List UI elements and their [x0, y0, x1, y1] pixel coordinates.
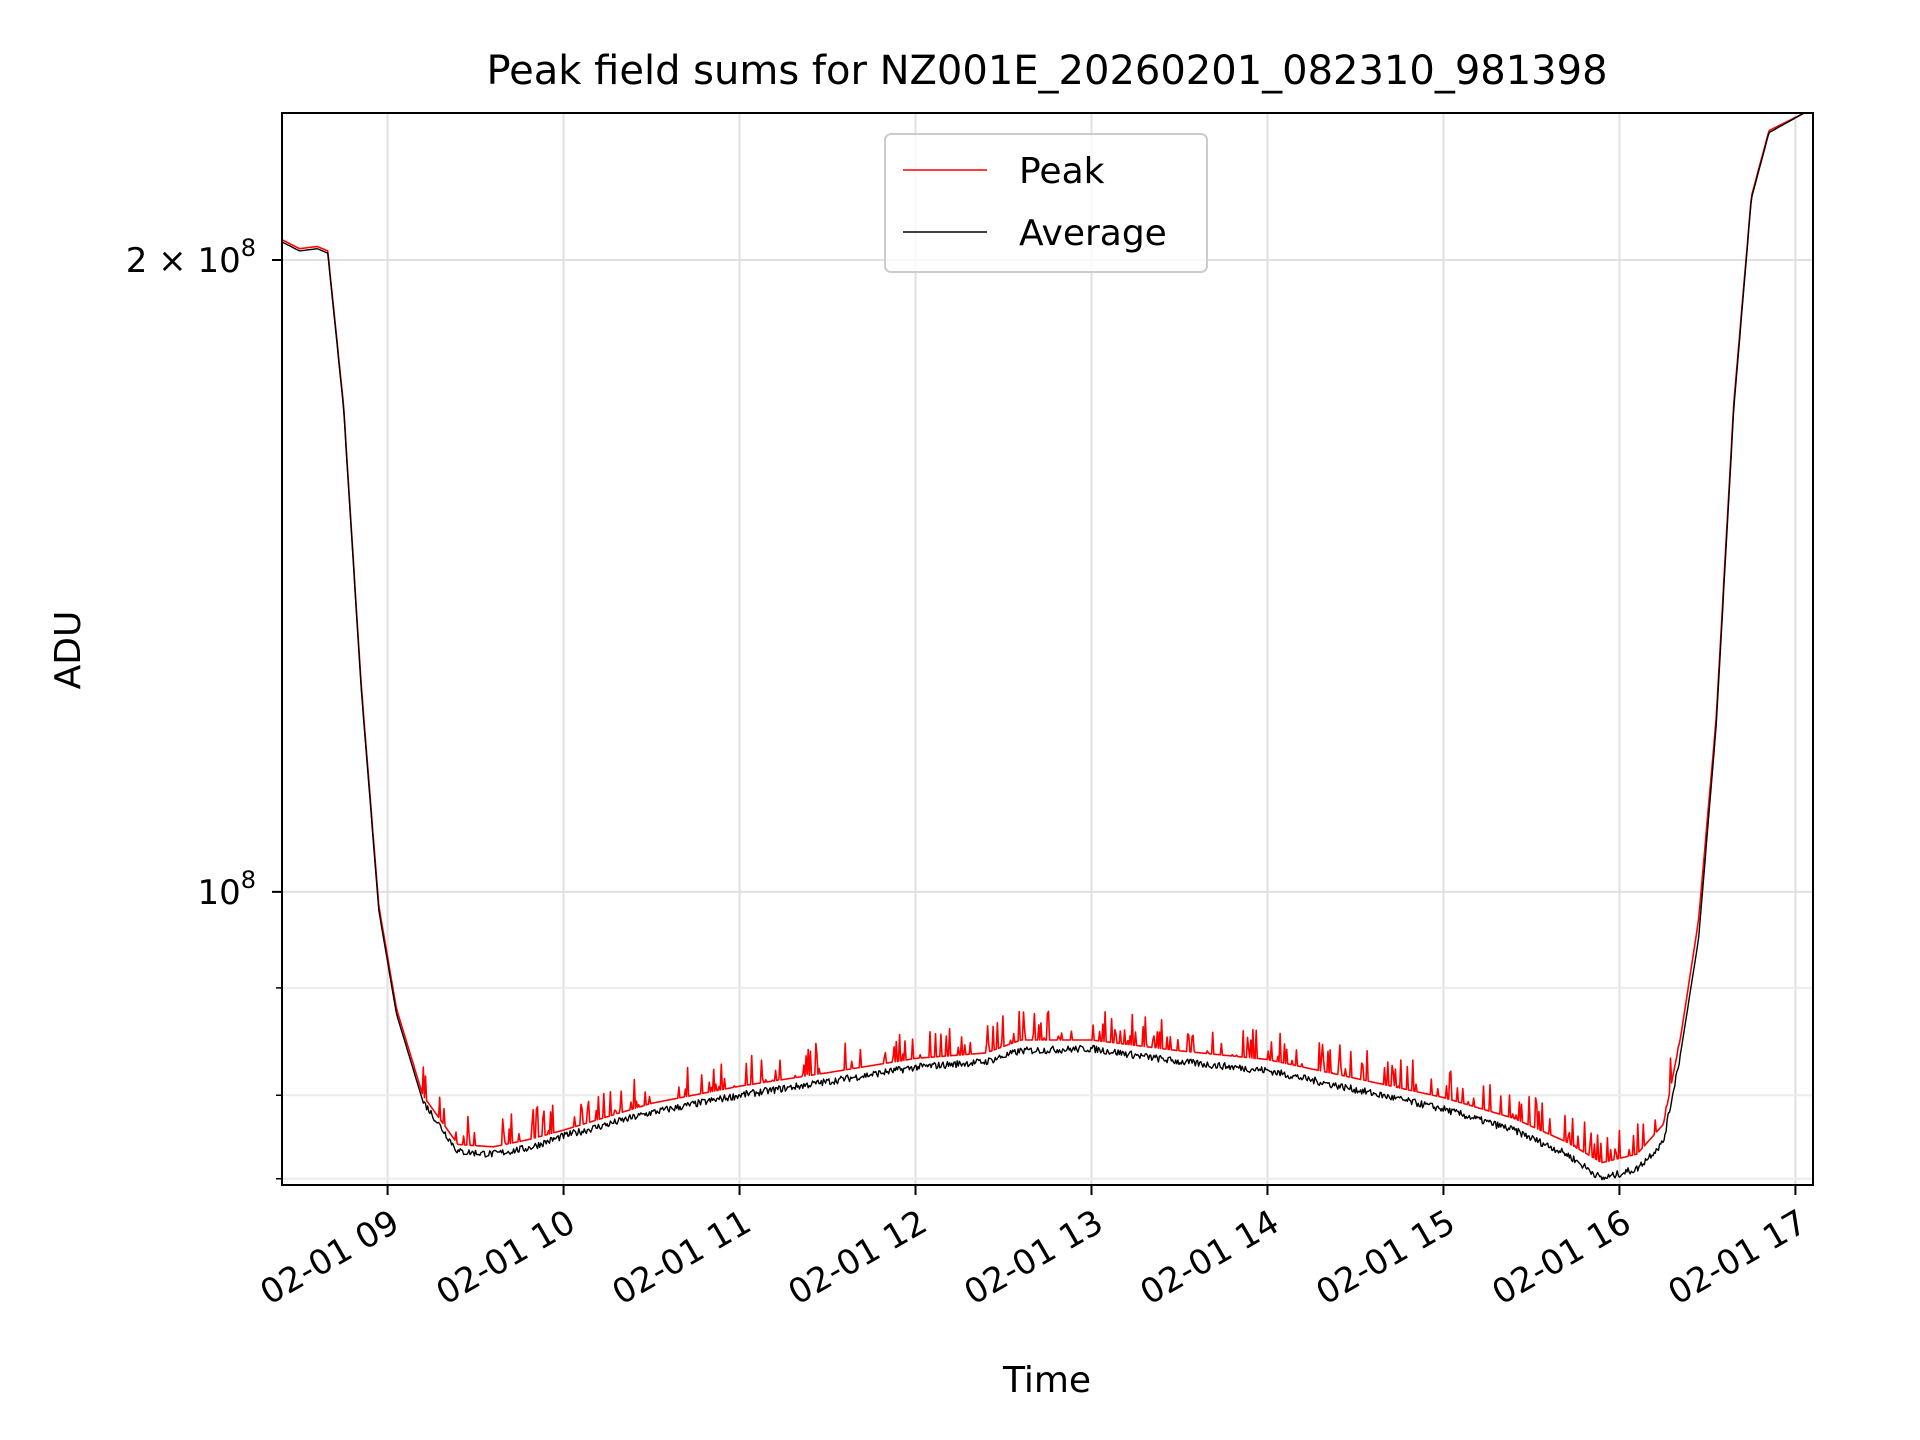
legend-box	[884, 133, 1208, 273]
legend-average-label: Average	[1019, 213, 1167, 254]
y-tick-base: 10	[197, 241, 240, 281]
y-tick-exponent: 8	[241, 866, 256, 894]
peak-series-line	[281, 112, 1805, 1164]
y-tick-label: 2 × 108	[126, 234, 256, 281]
y-axis-label: ADU	[48, 611, 89, 690]
y-tick-coefficient: 2 ×	[126, 241, 198, 281]
plot-area-frame	[281, 112, 1814, 1186]
legend: Peak Average	[884, 133, 1208, 273]
y-tick-base: 10	[197, 873, 240, 913]
x-axis-label: Time	[1002, 1360, 1091, 1401]
y-tick-exponent: 8	[241, 234, 256, 262]
series-group	[281, 112, 1805, 1181]
legend-peak-label: Peak	[1019, 151, 1105, 192]
average-series-line	[281, 112, 1805, 1181]
chart-title: Peak field sums for NZ001E_20260201_0823…	[486, 48, 1607, 94]
y-tick-label: 108	[197, 866, 256, 913]
